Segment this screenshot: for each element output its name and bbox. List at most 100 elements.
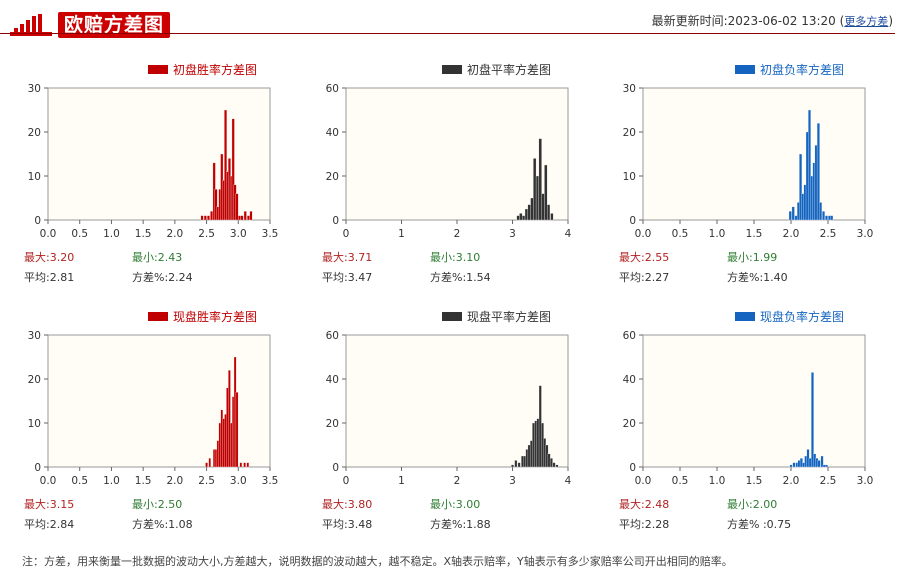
y-tick-label: 0 <box>629 215 636 227</box>
chart-legend: 初盘平率方差图 <box>442 62 551 78</box>
chart-bar <box>819 202 823 221</box>
chart-bar <box>544 164 548 221</box>
chart-bar <box>538 138 542 221</box>
x-tick-label: 1.5 <box>135 228 152 240</box>
chart-svg: 0 20 40 60 0 1 2 3 4 <box>326 330 572 487</box>
chart-bar <box>239 462 243 468</box>
y-tick-label: 40 <box>326 374 339 386</box>
stat-max: 最大:3.80 <box>322 498 373 511</box>
chart-panel-initial-win: 初盘胜率方差图 0 10 20 30 0.0 0.5 1.0 1.5 2.0 2.5 3.0 3.5 最大… <box>12 62 309 302</box>
chart-bar <box>249 211 253 221</box>
x-tick-label: 1 <box>398 475 405 487</box>
legend-swatch <box>442 65 462 74</box>
x-tick-label: 1 <box>398 228 405 240</box>
x-tick-label: 0 <box>343 228 350 240</box>
chart-bar <box>550 213 554 221</box>
chart-bar <box>235 392 239 468</box>
chart-svg: 0 20 40 60 0.0 0.5 1.0 1.5 2.0 2.5 3.0 <box>623 330 874 487</box>
chart-svg: 0 10 20 30 0.0 0.5 1.0 1.5 2.0 2.5 3.0 3.5 <box>28 330 279 487</box>
chart-bar <box>527 204 531 221</box>
y-tick-label: 40 <box>623 374 636 386</box>
chart-bar <box>549 458 553 468</box>
x-tick-label: 3.5 <box>262 228 279 240</box>
chart-panel-initial-draw: 初盘平率方差图 0 20 40 60 0 1 2 3 4 最大:3.71 最小:3.10 平均:3.47… <box>310 62 607 302</box>
more-variance-link[interactable]: 更多方差 <box>844 15 889 28</box>
y-tick-label: 20 <box>28 374 41 386</box>
x-tick-label: 3.5 <box>262 475 279 487</box>
stat-variance: 方差%:1.54 <box>430 271 491 284</box>
chart-bar <box>830 215 834 221</box>
chart-title: 初盘胜率方差图 <box>173 63 258 77</box>
stat-variance: 方差%:2.24 <box>132 271 193 284</box>
y-tick-label: 20 <box>326 418 339 430</box>
chart-bar <box>552 462 556 468</box>
chart-bar <box>207 215 210 221</box>
y-tick-label: 0 <box>34 462 41 474</box>
stat-variance: 方差%:1.08 <box>132 518 193 531</box>
footer-note: 注：方差，用来衡量一批数据的波动大小,方差越大，说明数据的波动越大，越不稳定。X… <box>22 555 733 568</box>
chart-bar <box>514 460 518 468</box>
chart-svg: 0 10 20 30 0.0 0.5 1.0 1.5 2.0 2.5 3.0 3.5 <box>28 83 279 240</box>
y-tick-label: 30 <box>28 330 41 342</box>
x-tick-label: 0.5 <box>71 228 88 240</box>
chart-bar <box>511 464 514 468</box>
stat-min: 最小:3.10 <box>430 251 481 264</box>
y-tick-label: 0 <box>332 215 339 227</box>
update-info: 最新更新时间:2023-06-02 13:20 (更多方差) <box>652 12 893 29</box>
paren-open: ( <box>839 14 845 28</box>
chart-title: 现盘胜率方差图 <box>173 310 258 324</box>
chart-bar <box>822 211 826 221</box>
header-divider <box>0 33 895 34</box>
x-tick-label: 2.5 <box>198 475 215 487</box>
chart-bar <box>530 197 534 221</box>
x-tick-label: 4 <box>565 228 572 240</box>
chart-bar <box>825 464 828 468</box>
stat-variance: 方差%:1.88 <box>430 518 491 531</box>
stat-max: 最大:3.71 <box>322 251 373 264</box>
chart-bar <box>214 189 218 221</box>
chart-svg: 0 10 20 30 0.0 0.5 1.0 1.5 2.0 2.5 3.0 <box>623 83 874 240</box>
update-time: 最新更新时间:2023-06-02 13:20 <box>651 14 836 28</box>
chart-bar <box>517 462 521 468</box>
stat-max: 最大:3.20 <box>24 251 75 264</box>
x-tick-label: 0.5 <box>672 475 689 487</box>
chart-bar <box>516 215 520 221</box>
legend-swatch <box>735 312 755 321</box>
chart-bar <box>825 215 828 221</box>
paren-close: ) <box>888 14 893 28</box>
chart-bar <box>524 208 528 221</box>
x-tick-label: 2.5 <box>198 228 215 240</box>
logo: 欧赔方差图 <box>8 10 170 40</box>
y-tick-label: 0 <box>629 462 636 474</box>
chart-bar <box>208 458 212 468</box>
x-tick-label: 2.0 <box>783 475 800 487</box>
stat-variance: 方差% :0.75 <box>727 518 792 531</box>
chart-bar <box>555 464 559 468</box>
bar-chart-icon <box>10 14 52 36</box>
stat-max: 最大:3.15 <box>24 498 75 511</box>
x-tick-label: 0.5 <box>672 228 689 240</box>
chart-bar <box>228 370 231 468</box>
y-tick-label: 10 <box>28 418 41 430</box>
y-tick-label: 40 <box>326 127 339 139</box>
chart-bar <box>792 462 796 468</box>
chart-legend: 现盘胜率方差图 <box>148 309 257 325</box>
plot-area <box>642 87 866 221</box>
chart-bar <box>817 460 821 468</box>
chart-legend: 初盘胜率方差图 <box>148 62 257 78</box>
legend-swatch <box>148 65 168 74</box>
chart-bar <box>205 462 208 468</box>
y-tick-label: 0 <box>34 215 41 227</box>
stat-variance: 方差%:1.40 <box>727 271 788 284</box>
chart-panel-current-win: 现盘胜率方差图 0 10 20 30 0.0 0.5 1.0 1.5 2.0 2.5 3.0 3.5 最大… <box>12 309 309 549</box>
chart-bar <box>519 213 523 221</box>
chart-panel-initial-lose: 初盘负率方差图 0 10 20 30 0.0 0.5 1.0 1.5 2.0 2.5 3.0 最大:2.… <box>607 62 904 302</box>
chart-bar <box>224 109 228 221</box>
y-tick-label: 20 <box>326 171 339 183</box>
stat-min: 最小:2.43 <box>132 251 183 264</box>
x-tick-label: 2.5 <box>820 228 837 240</box>
chart-bar <box>816 123 820 221</box>
chart-bar <box>547 204 551 221</box>
x-tick-label: 0.0 <box>40 475 57 487</box>
x-tick-label: 2.0 <box>167 475 184 487</box>
